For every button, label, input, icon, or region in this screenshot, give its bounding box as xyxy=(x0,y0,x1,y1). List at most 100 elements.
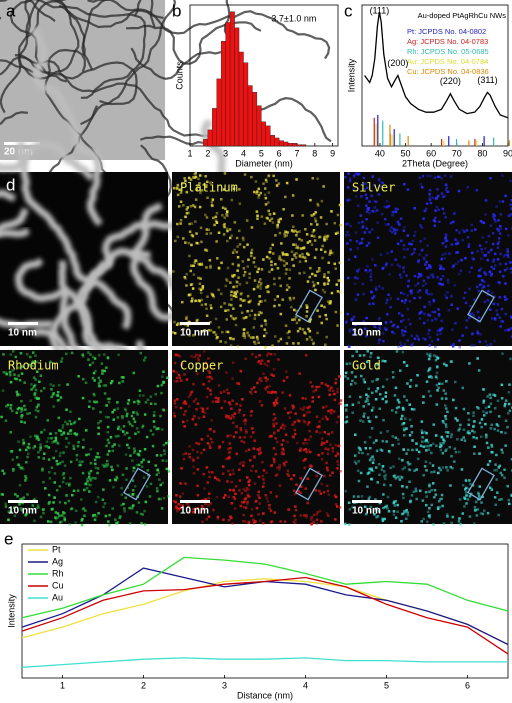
map-pixel xyxy=(81,460,84,463)
map-pixel xyxy=(72,447,76,450)
map-pixel xyxy=(288,277,291,280)
map-pixel xyxy=(210,377,214,380)
map-pixel xyxy=(437,471,440,475)
map-pixel xyxy=(368,200,371,203)
map-pixel xyxy=(106,463,110,466)
map-pixel xyxy=(282,259,286,263)
scale-bar-label: 10 nm xyxy=(352,328,381,339)
map-pixel xyxy=(188,230,192,233)
map-pixel xyxy=(305,514,308,517)
map-pixel xyxy=(378,473,381,476)
map-pixel xyxy=(196,493,200,497)
map-pixel xyxy=(406,461,410,464)
map-pixel xyxy=(314,217,317,220)
map-pixel xyxy=(69,410,72,413)
map-pixel xyxy=(304,259,308,263)
map-pixel xyxy=(446,469,449,472)
map-pixel xyxy=(68,523,71,526)
map-pixel xyxy=(345,403,349,407)
map-pixel xyxy=(257,360,261,363)
legend-label: Cu: JCPDS No. 04-0836 xyxy=(407,67,489,76)
map-pixel xyxy=(497,513,500,517)
map-pixel xyxy=(326,234,330,238)
map-pixel xyxy=(446,410,449,414)
map-pixel xyxy=(356,293,360,296)
map-pixel xyxy=(337,279,340,282)
map-pixel xyxy=(419,489,422,493)
map-pixel xyxy=(278,257,282,260)
map-pixel xyxy=(329,249,332,253)
map-pixel xyxy=(316,177,319,180)
map-pixel xyxy=(50,388,53,391)
map-pixel xyxy=(233,294,236,298)
map-pixel xyxy=(415,497,418,501)
map-pixel xyxy=(336,390,339,394)
map-pixel xyxy=(174,507,177,510)
map-pixel xyxy=(281,447,284,451)
map-pixel xyxy=(486,344,489,347)
map-pixel xyxy=(351,333,355,336)
map-pixel xyxy=(471,429,474,433)
map-pixel xyxy=(159,414,162,418)
map-pixel xyxy=(133,451,136,454)
map-pixel xyxy=(238,462,242,465)
map-pixel xyxy=(467,245,470,248)
map-pixel xyxy=(392,475,396,478)
map-pixel xyxy=(218,479,221,482)
map-pixel xyxy=(254,265,257,268)
map-pixel xyxy=(361,220,364,224)
map-pixel xyxy=(367,207,371,210)
map-pixel xyxy=(411,239,415,243)
map-pixel xyxy=(257,513,260,516)
map-pixel xyxy=(268,250,272,254)
map-pixel xyxy=(236,256,240,259)
map-pixel xyxy=(51,507,54,511)
map-pixel xyxy=(196,402,200,405)
map-pixel xyxy=(227,416,230,420)
map-pixel xyxy=(381,465,384,468)
map-pixel xyxy=(258,354,261,357)
panel-letter: e xyxy=(4,529,13,548)
map-pixel xyxy=(402,244,406,247)
map-pixel xyxy=(453,212,456,215)
map-pixel xyxy=(423,237,426,240)
map-pixel xyxy=(498,232,502,235)
map-pixel xyxy=(228,228,232,231)
map-pixel xyxy=(425,431,428,435)
map-pixel xyxy=(190,390,194,394)
map-pixel xyxy=(402,496,405,500)
map-pixel xyxy=(269,491,273,494)
map-pixel xyxy=(208,375,212,379)
map-pixel xyxy=(418,312,421,315)
map-pixel xyxy=(381,517,384,520)
map-pixel xyxy=(233,317,236,321)
map-pixel xyxy=(422,217,425,220)
map-pixel xyxy=(456,251,459,254)
map-pixel xyxy=(236,281,239,284)
map-pixel xyxy=(402,426,406,430)
map-pixel xyxy=(385,378,389,381)
map-pixel xyxy=(501,174,504,177)
map-pixel xyxy=(330,386,333,390)
map-pixel xyxy=(354,454,357,457)
map-pixel xyxy=(172,186,176,190)
map-pixel xyxy=(167,470,171,473)
map-pixel xyxy=(384,264,388,267)
map-pixel xyxy=(33,385,36,388)
map-pixel xyxy=(258,449,261,452)
map-pixel xyxy=(441,207,444,211)
map-pixel xyxy=(201,407,205,411)
map-pixel xyxy=(400,291,403,295)
map-pixel xyxy=(445,296,448,300)
map-pixel xyxy=(416,290,420,294)
map-pixel xyxy=(369,275,372,278)
map-pixel xyxy=(420,520,423,523)
map-pixel xyxy=(135,511,139,514)
map-pixel xyxy=(198,263,202,266)
map-pixel xyxy=(382,418,385,422)
map-pixel xyxy=(506,247,509,251)
map-pixel xyxy=(365,227,369,230)
map-pixel xyxy=(316,282,320,285)
map-pixel xyxy=(428,264,431,267)
